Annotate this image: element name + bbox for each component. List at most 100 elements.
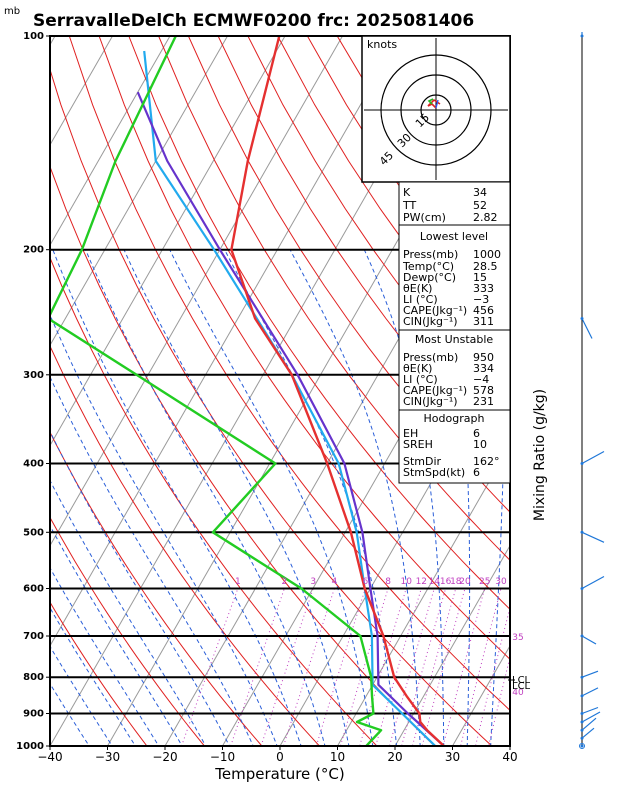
wind-barb [582, 728, 594, 738]
wind-barb [582, 671, 598, 677]
y-tick-label: 900 [23, 709, 44, 720]
mu-cin-label: CIN(Jkg⁻¹) [403, 395, 458, 408]
y-tick-label: 600 [23, 584, 44, 595]
mixing-ratio-label: 1 [235, 577, 241, 587]
index-k-value: 34 [473, 186, 487, 199]
mixing-ratio-line [312, 589, 366, 762]
wind-barb [582, 708, 598, 714]
ht-sreh-label: SREH [403, 438, 433, 451]
mixing-ratio-label: 14 [429, 577, 441, 587]
most-unstable-header: Most Unstable [415, 333, 494, 346]
ll-cin-value: 311 [473, 315, 494, 328]
most-unstable-table: Most Unstable Press(mb) 950 θE(K) 334 LI… [399, 330, 510, 410]
wind-barb-dot [581, 745, 584, 748]
mixing-ratio-label: 10 [400, 577, 412, 587]
wind-barb-dot [581, 729, 584, 732]
moist-adiabat-line [0, 250, 260, 761]
mixing-ratio-line [226, 589, 285, 762]
ht-sreh-value: 10 [473, 438, 487, 451]
pressure-unit-label: mb [4, 6, 20, 17]
x-tick-label: −10 [210, 750, 235, 764]
x-tick-label: 0 [276, 750, 284, 764]
moist-adiabat-line [0, 250, 191, 761]
indices-table: K 34 TT 52 PW(cm) 2.82 [399, 182, 510, 225]
mixing-ratio-line [439, 589, 484, 762]
x-tick-label: −30 [95, 750, 120, 764]
mixing-ratio-label: 2 [282, 577, 288, 587]
hodograph-unit: knots [367, 38, 397, 51]
y-tick-label: 200 [23, 245, 44, 256]
wind-barb-dot [581, 737, 584, 740]
x-tick-label: −40 [37, 750, 62, 764]
mixing-ratio-label: 20 [459, 577, 471, 587]
x-tick-label: 30 [445, 750, 460, 764]
wind-profile [580, 32, 605, 749]
x-tick-label: 40 [502, 750, 517, 764]
chart-title: SerravalleDelCh ECMWF0200 frc: 202508140… [33, 11, 474, 31]
wind-barb-dot [581, 712, 584, 715]
mixing-ratio-line [398, 589, 446, 762]
ll-cin-label: CIN(Jkg⁻¹) [403, 315, 458, 328]
y-tick-label: 700 [23, 631, 44, 642]
isotherm-line [0, 36, 400, 746]
wind-barb-dot [581, 317, 584, 320]
mixing-ratio-label: 4 [332, 577, 338, 587]
y-tick-label: 800 [23, 672, 44, 683]
dry-adiabat-line [0, 36, 392, 761]
y-tick-label: 400 [23, 459, 44, 470]
lowest-level-header: Lowest level [420, 230, 488, 243]
moist-adiabat-line [86, 250, 329, 761]
ht-stmspd-value: 6 [473, 466, 480, 479]
mixing-ratio-line [256, 589, 313, 762]
y-tick-label: 1000 [16, 741, 44, 752]
mixing-ratio-label: 6 [363, 577, 369, 587]
wind-barb [582, 712, 600, 722]
wind-barb-dot [581, 587, 584, 590]
wind-barb-dot [581, 721, 584, 724]
ht-stmspd-label: StmSpd(kt) [403, 466, 465, 479]
mixing-ratio-label: 30 [495, 577, 507, 587]
wind-barb [582, 577, 604, 589]
wind-barb [582, 452, 604, 464]
wind-barb-dot [581, 462, 584, 465]
moist-adiabat-line [0, 250, 145, 761]
dry-adiabat-line [605, 36, 618, 761]
wind-barb [582, 319, 592, 339]
index-pw-label: PW(cm) [403, 211, 446, 224]
mixing-ratio-label: 8 [385, 577, 391, 587]
mixing-ratio-label: 25 [479, 577, 490, 587]
wind-barb [582, 636, 596, 644]
mixing-ratio-label: 12 [416, 577, 427, 587]
y-tick-label: 500 [23, 527, 44, 538]
x-axis-label: Temperature (°C) [214, 765, 344, 783]
wind-barb-dot [581, 676, 584, 679]
hodograph: knots 15 30 45 [362, 36, 510, 182]
y-tick-label: 100 [23, 31, 44, 42]
wind-barb-dot [581, 635, 584, 638]
mixing-ratio-axis-label: Mixing Ratio (g/kg) [532, 389, 548, 521]
y-axis-ticks: 100 200 300 400 500 600 700 800 900 1000 [16, 31, 50, 752]
lcl-label-2: LCL [512, 681, 531, 692]
y-tick-label: 300 [23, 370, 44, 381]
mu-cin-value: 231 [473, 395, 494, 408]
index-k-label: K [403, 186, 411, 199]
lowest-level-table: Lowest level Press(mb) 1000 Temp(°C) 28.… [399, 225, 510, 330]
x-tick-label: 10 [330, 750, 345, 764]
mixing-ratio-label: 35 [512, 633, 523, 643]
isotherm-line [510, 36, 618, 746]
dewpoint-line [48, 36, 381, 746]
hodograph-table-header: Hodograph [424, 412, 485, 425]
wind-barb [582, 688, 598, 696]
index-pw-value: 2.82 [473, 211, 498, 224]
x-tick-label: 20 [387, 750, 402, 764]
mixing-ratio-line [279, 589, 335, 762]
wind-barb-dot [581, 531, 584, 534]
hodograph-table: Hodograph EH 6 SREH 10 StmDir 162° StmSp… [399, 410, 510, 483]
wind-barb [582, 532, 604, 542]
wind-barb-dot [581, 35, 584, 38]
wind-barb-dot [581, 694, 584, 697]
